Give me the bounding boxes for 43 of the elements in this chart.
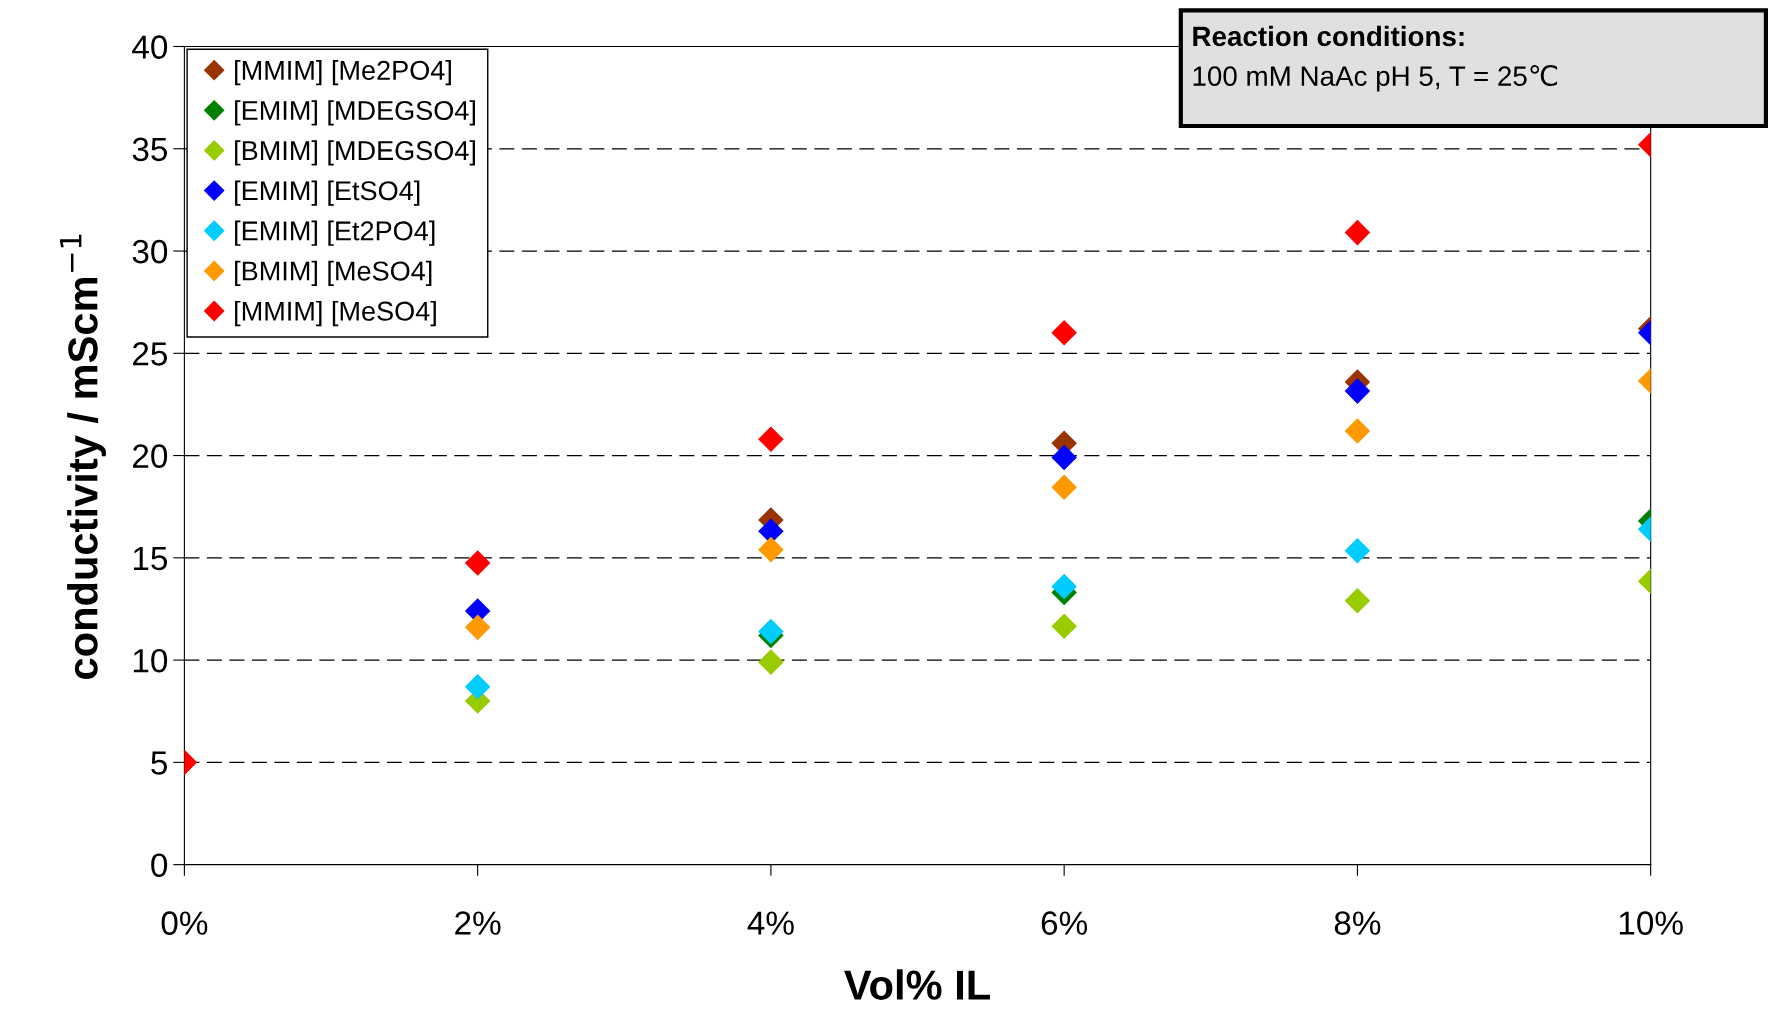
point	[1344, 378, 1370, 404]
y-axis-title: conductivity / mScm$^{−1}$	[60, 234, 106, 679]
legend-label: [MMIM] [Me2PO4]	[235, 60, 451, 86]
point	[465, 614, 491, 640]
legend-label: [EMIM] [Et2PO4]	[235, 220, 435, 246]
point	[1344, 538, 1370, 564]
point	[1344, 220, 1370, 246]
y-tick-label: 30	[132, 239, 168, 264]
legend-label: [BMIM] [MeSO4]	[235, 260, 432, 286]
point	[1051, 613, 1077, 639]
point	[758, 537, 784, 563]
point	[758, 426, 784, 452]
point	[465, 550, 491, 576]
legend-label: [EMIM] [EtSO4]	[235, 180, 420, 206]
point	[1051, 573, 1077, 599]
y-tick-label: 0	[151, 853, 168, 878]
text: Reaction conditions:	[1193, 25, 1464, 47]
x-tick-label: 4%	[747, 911, 794, 935]
annotation: 100 mM NaAc pH 5, T = 25℃	[1193, 65, 1558, 92]
x-tick-label: 2%	[455, 911, 501, 935]
y-tick-label: 15	[133, 546, 168, 571]
point	[1344, 588, 1370, 614]
point	[1051, 445, 1077, 471]
x-tick-label: 10%	[1619, 911, 1683, 935]
point	[465, 674, 491, 700]
x-tick-label: 6%	[1041, 911, 1088, 935]
point	[1344, 418, 1370, 444]
y-tick-label: 25	[133, 342, 168, 366]
point	[758, 618, 784, 644]
point	[1051, 474, 1077, 500]
legend-label: [MMIM] [MeSO4]	[235, 300, 436, 327]
y-tick-label: 35	[132, 137, 168, 162]
y-tick-label: 5	[151, 751, 168, 775]
y-tick-label: 40	[132, 35, 168, 59]
legend-label: [EMIM] [MDEGSO4]	[235, 100, 475, 126]
point	[758, 649, 784, 675]
y-tick-label: 10	[133, 648, 168, 673]
point	[1051, 320, 1077, 346]
legend-label: [BMIM] [MDEGSO4]	[235, 140, 475, 166]
x-axis-title: Vol% IL	[844, 969, 990, 1000]
y-tick-label: 20	[133, 444, 168, 468]
x-tick-label: 8%	[1334, 911, 1381, 935]
x-tick-label: 0%	[161, 911, 208, 935]
